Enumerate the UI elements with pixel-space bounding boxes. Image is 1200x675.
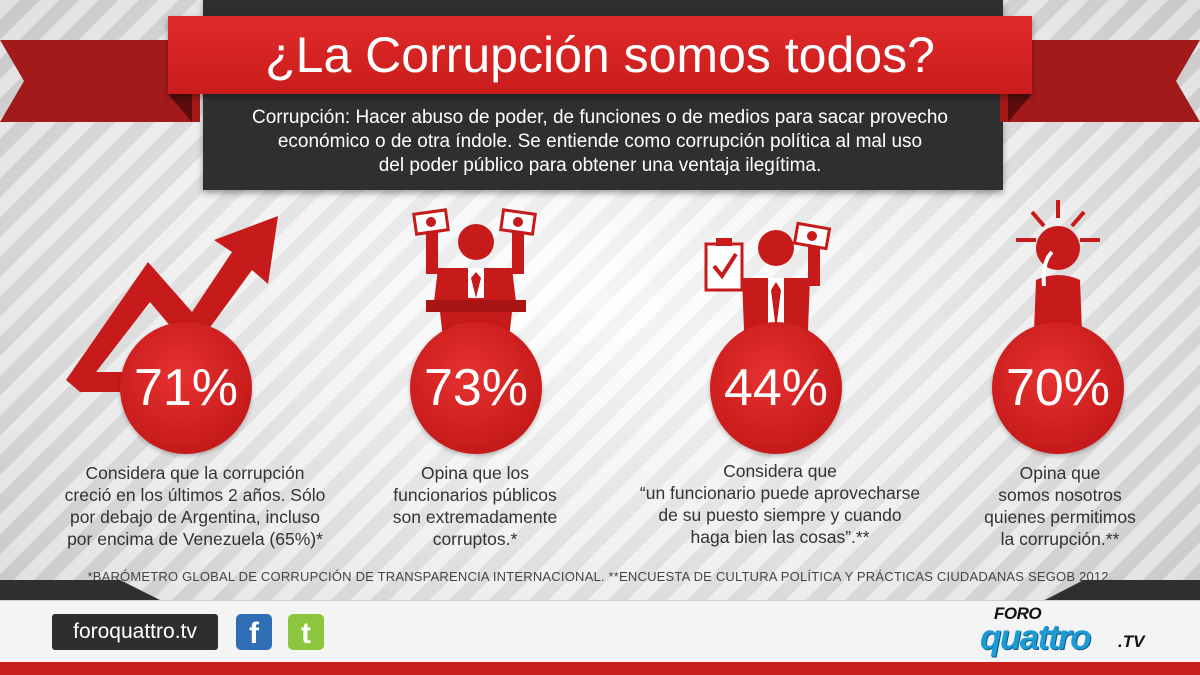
- stat-circle: 44%: [710, 322, 842, 454]
- stat-description-line: por debajo de Argentina, incluso: [69, 507, 321, 527]
- definition-line: del poder público para obtener una venta…: [378, 155, 822, 176]
- stat-description-line: de su puesto siempre y cuando: [658, 505, 902, 525]
- definition-text: Corrupción: Hacer abuso de poder, de fun…: [215, 106, 985, 178]
- footer-tab-right: [1045, 580, 1200, 600]
- stat-description-line: somos nosotros: [998, 485, 1122, 505]
- logo-quattro-text: quattro: [980, 618, 1092, 657]
- stat-description: Considera que la corrupción creció en lo…: [40, 462, 350, 550]
- stat-description-line: haga bien las cosas”.**: [690, 527, 870, 547]
- stat-description: Opina que los funcionarios públicos son …: [370, 462, 580, 550]
- illustrations: [66, 200, 1100, 392]
- website-link[interactable]: foroquattro.tv: [52, 614, 218, 650]
- title-ribbon: [168, 16, 1032, 94]
- stat-circle: 73%: [410, 322, 542, 454]
- stat-value: 73%: [423, 359, 529, 417]
- stat-description-line: quienes permitimos: [984, 507, 1136, 527]
- stat-description-line: “un funcionario puede aprovecharse: [639, 483, 921, 503]
- logo-tv-text: .TV: [1118, 632, 1145, 651]
- definition-line: económico o de otra índole. Se entiende …: [277, 131, 923, 152]
- stat-description-line: creció en los últimos 2 años. Sólo: [64, 485, 326, 505]
- twitter-icon[interactable]: t: [288, 614, 324, 650]
- footer-tab-left: [0, 580, 160, 600]
- stat-description-line: la corrupción.**: [1000, 529, 1120, 549]
- stat-description-line: Considera que: [723, 461, 837, 481]
- foroquattro-logo[interactable]: FORO quattro .TV: [968, 600, 1168, 662]
- stat-description-line: Opina que los: [421, 463, 529, 483]
- trend-arrow-icon: [66, 216, 278, 392]
- facebook-icon[interactable]: f: [236, 614, 272, 650]
- stat-value: 70%: [1005, 359, 1111, 417]
- definition-line: Corrupción: Hacer abuso de poder, de fun…: [251, 107, 949, 128]
- stat-circle: 70%: [992, 322, 1124, 454]
- stat-description-line: corruptos.*: [432, 529, 518, 549]
- stat-value: 71%: [133, 359, 239, 417]
- stat-description-line: Considera que la corrupción: [85, 463, 305, 483]
- stat-description: Opina que somos nosotros quienes permiti…: [960, 462, 1160, 550]
- stat-circle: 71%: [120, 322, 252, 454]
- stat-value: 44%: [723, 359, 829, 417]
- ribbon-tail-right: [1000, 40, 1200, 122]
- stat-description-line: Opina que: [1019, 463, 1101, 483]
- thinking-person-icon: [1016, 200, 1100, 332]
- logo-foro-text: FORO: [994, 604, 1042, 623]
- stat-description: Considera que “un funcionario puede apro…: [610, 460, 950, 548]
- stat-description-line: por encima de Venezuela (65%)*: [67, 529, 323, 549]
- ribbon-tail-left: [0, 40, 200, 122]
- page-title: ¿La Corrupción somos todos?: [265, 27, 935, 83]
- footer-stripe: [0, 662, 1200, 675]
- stat-description-line: son extremadamente: [392, 507, 558, 527]
- stat-description-line: funcionarios públicos: [393, 485, 557, 505]
- politician-clipboard-icon: [704, 221, 832, 330]
- sources-footnote: *BARÓMETRO GLOBAL DE CORRUPCIÓN DE TRANS…: [87, 569, 1113, 584]
